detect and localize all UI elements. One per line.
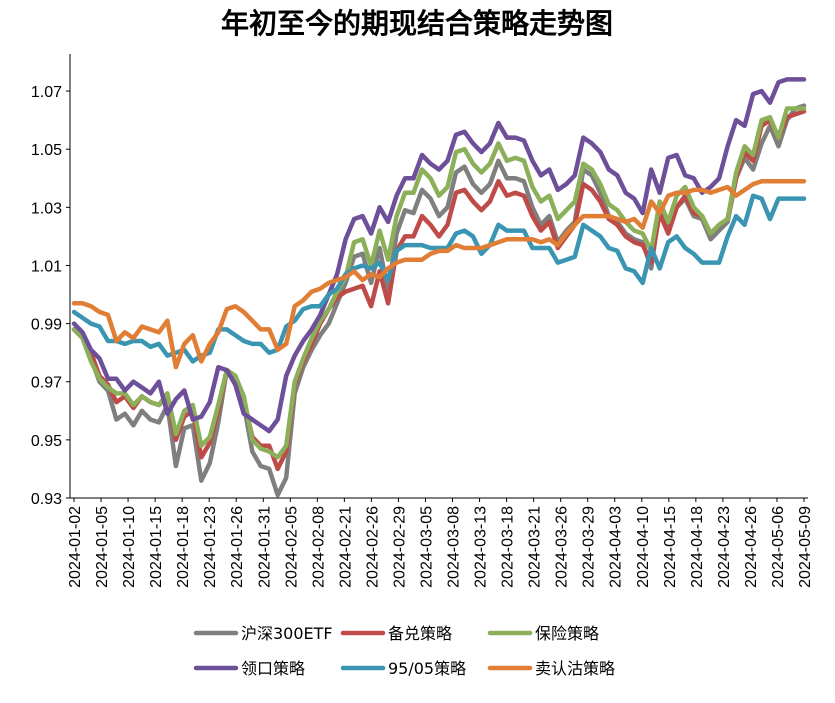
y-axis: 0.93 0.95 0.97 0.99 1.01 1.03 1.05 1.07	[31, 54, 71, 508]
legend-item: 保险策略	[487, 624, 599, 643]
x-tick-label: 2024-03-18	[500, 506, 517, 588]
series-line-4	[71, 193, 807, 364]
y-tick-label: 1.07	[31, 84, 62, 101]
x-tick-label: 2024-01-26	[229, 506, 246, 588]
x-tick-label: 2024-05-09	[797, 506, 814, 588]
y-tick-label: 0.97	[31, 375, 62, 392]
x-tick-label: 2024-05-06	[770, 506, 787, 588]
y-tick-label: 1.03	[31, 200, 62, 217]
x-tick-label: 2024-04-18	[689, 506, 706, 588]
y-tick-label: 1.05	[31, 142, 62, 159]
series-line-3	[71, 77, 807, 434]
y-tick-label: 0.99	[31, 317, 62, 334]
legend-item: 沪深300ETF	[193, 624, 333, 643]
series-line-5	[71, 178, 807, 370]
x-tick-label: 2024-03-29	[581, 506, 598, 588]
x-tick-label: 2024-01-05	[94, 506, 111, 588]
legend-label: 领口策略	[241, 659, 305, 678]
legend-item: 卖认沽策略	[487, 659, 615, 678]
series-line-0	[71, 103, 807, 498]
x-tick-label: 2024-04-03	[608, 506, 625, 588]
x-tick-label: 2024-01-23	[202, 506, 219, 588]
x-axis: 2024-01-02 2024-01-05 2024-01-10 2024-01-15…	[67, 497, 814, 588]
series-line-2	[71, 106, 807, 460]
x-tick-label: 2024-03-21	[527, 506, 544, 588]
legend-item: 备兑策略	[340, 624, 452, 643]
chart-title: 年初至今的期现结合策略走势图	[221, 7, 613, 40]
legend-label: 95/05策略	[388, 659, 466, 678]
legend-label: 卖认沽策略	[535, 659, 615, 678]
legend-item: 领口策略	[193, 659, 305, 678]
legend-label: 备兑策略	[388, 624, 452, 643]
x-tick-label: 2024-02-05	[283, 506, 300, 588]
x-tick-label: 2024-04-26	[743, 506, 760, 588]
x-tick-label: 2024-01-10	[121, 506, 138, 588]
y-tick-label: 0.95	[31, 433, 62, 450]
series-lines	[71, 77, 807, 498]
legend-label: 保险策略	[535, 624, 599, 643]
x-tick-label: 2024-01-31	[256, 506, 273, 588]
x-tick-label: 2024-03-08	[446, 506, 463, 588]
x-tick-label: 2024-04-23	[716, 506, 733, 588]
x-tick-label: 2024-03-05	[418, 506, 435, 588]
legend-item: 95/05策略	[340, 659, 466, 678]
legend-label: 沪深300ETF	[241, 624, 333, 643]
x-tick-label: 2024-01-02	[67, 506, 84, 588]
x-tick-label: 2024-02-26	[364, 506, 381, 588]
y-tick-label: 0.93	[31, 491, 62, 508]
x-tick-label: 2024-04-10	[635, 506, 652, 588]
x-tick-label: 2024-01-15	[148, 506, 165, 588]
x-tick-label: 2024-01-18	[175, 506, 192, 588]
x-tick-label: 2024-04-15	[662, 506, 679, 588]
x-tick-label: 2024-02-21	[337, 506, 354, 588]
x-tick-label: 2024-02-29	[391, 506, 408, 588]
y-tick-label: 1.01	[31, 258, 62, 275]
x-tick-label: 2024-02-08	[310, 506, 327, 588]
x-tick-label: 2024-03-13	[473, 506, 490, 588]
x-tick-label: 2024-03-26	[554, 506, 571, 588]
